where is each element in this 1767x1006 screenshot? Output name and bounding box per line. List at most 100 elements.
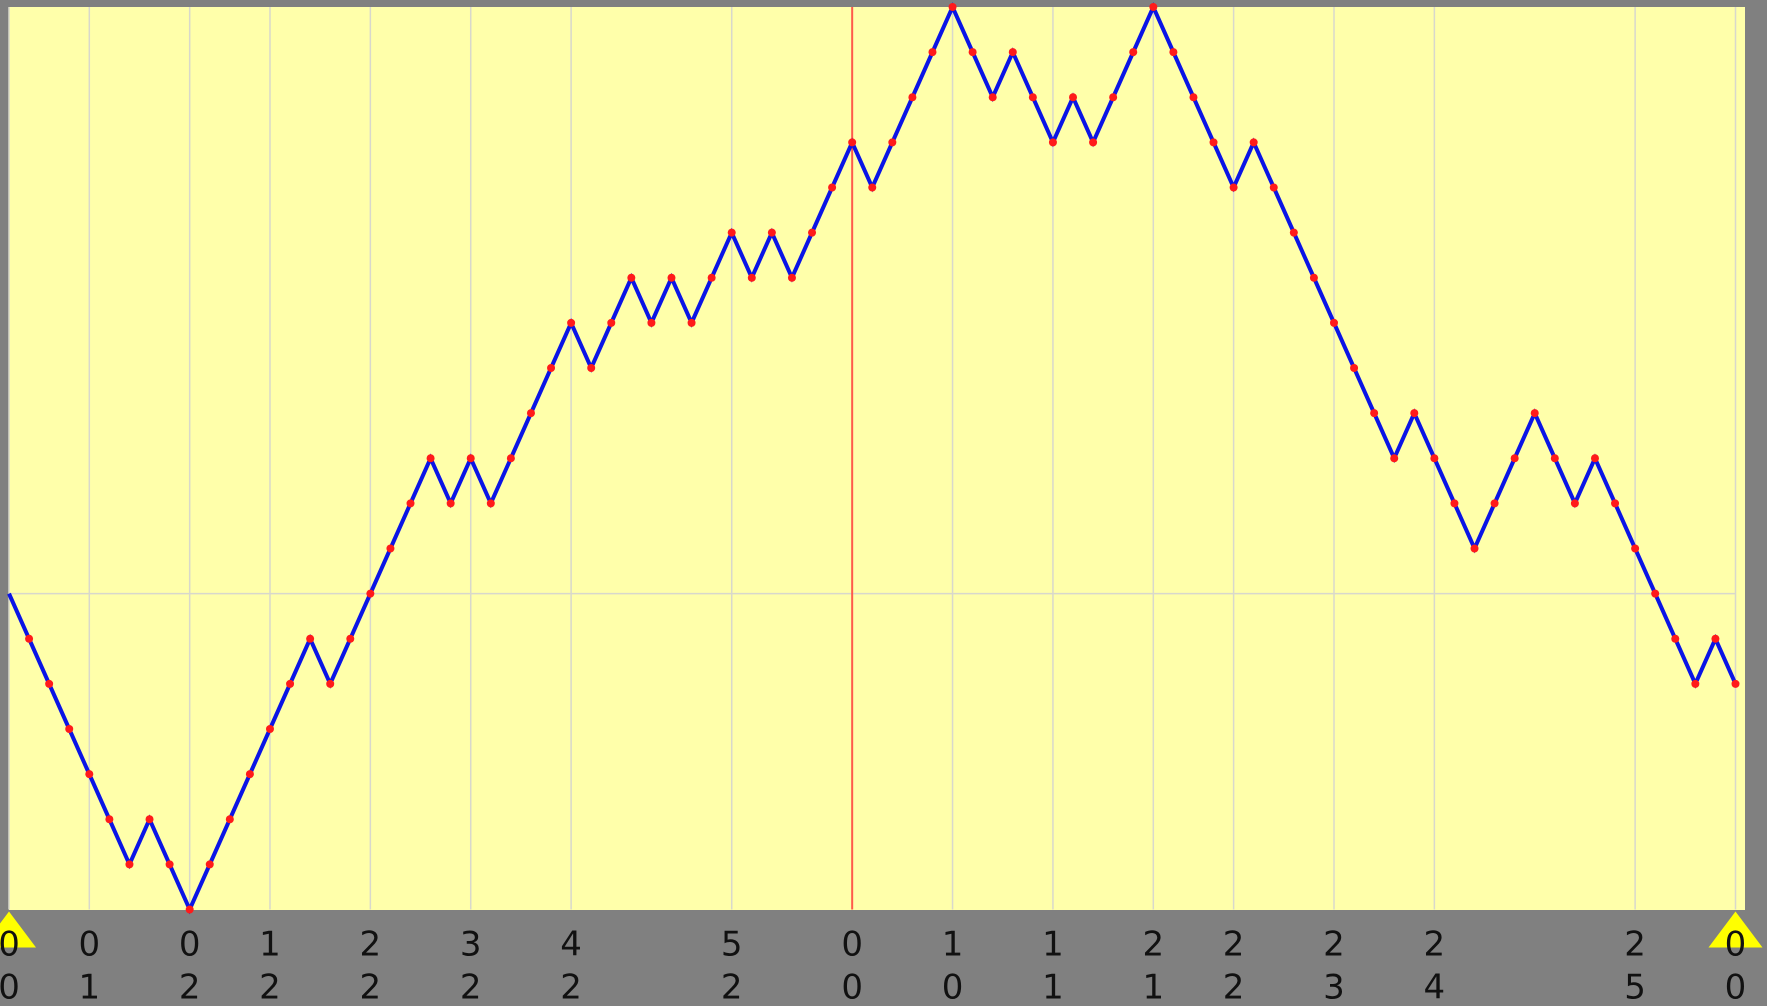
x-tick-label: 1 (1042, 968, 1064, 1006)
data-point (1109, 93, 1118, 102)
x-tick-label: 2 (460, 968, 482, 1006)
data-point (808, 228, 817, 237)
data-point (526, 409, 535, 418)
data-point (406, 499, 415, 508)
data-point (466, 454, 475, 463)
x-tick-label: 2 (1223, 968, 1245, 1006)
data-point (1470, 544, 1479, 553)
data-point (1350, 364, 1359, 372)
data-point (587, 364, 596, 372)
data-point (486, 499, 495, 508)
x-tick-label: 2 (1323, 925, 1345, 965)
data-point (1711, 634, 1720, 643)
data-point (1289, 228, 1298, 237)
data-point (727, 228, 736, 237)
x-tick-label: 5 (1624, 968, 1646, 1006)
data-point (747, 273, 756, 282)
data-point (547, 364, 556, 372)
data-point (647, 318, 656, 327)
x-tick-label: 0 (0, 925, 20, 965)
data-point (1510, 454, 1519, 463)
x-tick-label: 2 (1142, 925, 1164, 965)
x-tick-label: 2 (259, 968, 281, 1006)
data-point (306, 634, 315, 643)
data-point (426, 454, 435, 463)
plot-area (9, 7, 1745, 910)
x-tick-label: 2 (1624, 925, 1646, 965)
data-point (908, 93, 917, 102)
data-point (1229, 183, 1238, 192)
x-tick-label: 0 (179, 925, 201, 965)
data-point (1209, 138, 1218, 147)
data-point (245, 770, 254, 779)
data-point (1069, 93, 1078, 102)
x-tick-label: 2 (560, 968, 582, 1006)
x-tick-label: 2 (721, 968, 743, 1006)
data-point (1329, 318, 1338, 327)
data-point (1410, 409, 1419, 418)
data-point (346, 634, 355, 643)
data-point (185, 905, 194, 914)
data-point (145, 815, 154, 824)
data-point (105, 815, 114, 824)
data-point (828, 183, 837, 192)
data-point (848, 138, 857, 147)
data-point (1269, 183, 1278, 192)
data-point (1490, 499, 1499, 508)
data-point (988, 93, 997, 102)
data-point (707, 273, 716, 282)
x-tick-label: 2 (360, 925, 382, 965)
x-tick-label: 5 (721, 925, 743, 965)
x-tick-label: 0 (942, 968, 964, 1006)
x-tick-label: 0 (841, 968, 863, 1006)
data-point (1570, 499, 1579, 508)
data-point (265, 725, 274, 733)
x-tick-label: 1 (1042, 925, 1064, 965)
data-point (165, 860, 174, 869)
x-tick-label: 2 (360, 968, 382, 1006)
data-point (286, 679, 295, 688)
data-point (1590, 454, 1599, 463)
x-tick-label: 0 (0, 968, 20, 1006)
x-tick-label: 2 (1223, 925, 1245, 965)
data-point (225, 815, 234, 824)
data-point (868, 183, 877, 192)
data-point (1149, 3, 1158, 11)
data-point (1691, 679, 1700, 688)
x-tick-label: 1 (942, 925, 964, 965)
data-point (1731, 679, 1740, 688)
data-point (85, 770, 94, 779)
x-tick-label: 3 (1323, 968, 1345, 1006)
data-point (667, 273, 676, 282)
data-point (65, 725, 74, 733)
data-point (627, 273, 636, 282)
data-point (1390, 454, 1399, 463)
data-point (366, 589, 375, 598)
data-point (687, 318, 696, 327)
data-point (506, 454, 515, 463)
data-point (968, 48, 977, 57)
data-point (1430, 454, 1439, 463)
data-point (1249, 138, 1258, 147)
data-point (1028, 93, 1037, 102)
data-point (1611, 499, 1620, 508)
data-point (1048, 138, 1057, 147)
x-tick-label: 2 (1424, 925, 1446, 965)
data-point (888, 138, 897, 147)
data-point (1008, 48, 1017, 57)
x-tick-label: 1 (78, 968, 100, 1006)
data-point (767, 228, 776, 237)
range-handle[interactable] (1708, 911, 1763, 948)
data-point (1631, 544, 1640, 553)
data-point (25, 634, 34, 643)
data-point (386, 544, 395, 553)
data-point (1129, 48, 1138, 57)
data-point (948, 3, 957, 11)
data-point (928, 48, 937, 57)
range-handle[interactable] (0, 911, 36, 948)
data-point (1671, 634, 1680, 643)
x-tick-label: 4 (1424, 968, 1446, 1006)
data-point (125, 860, 134, 869)
